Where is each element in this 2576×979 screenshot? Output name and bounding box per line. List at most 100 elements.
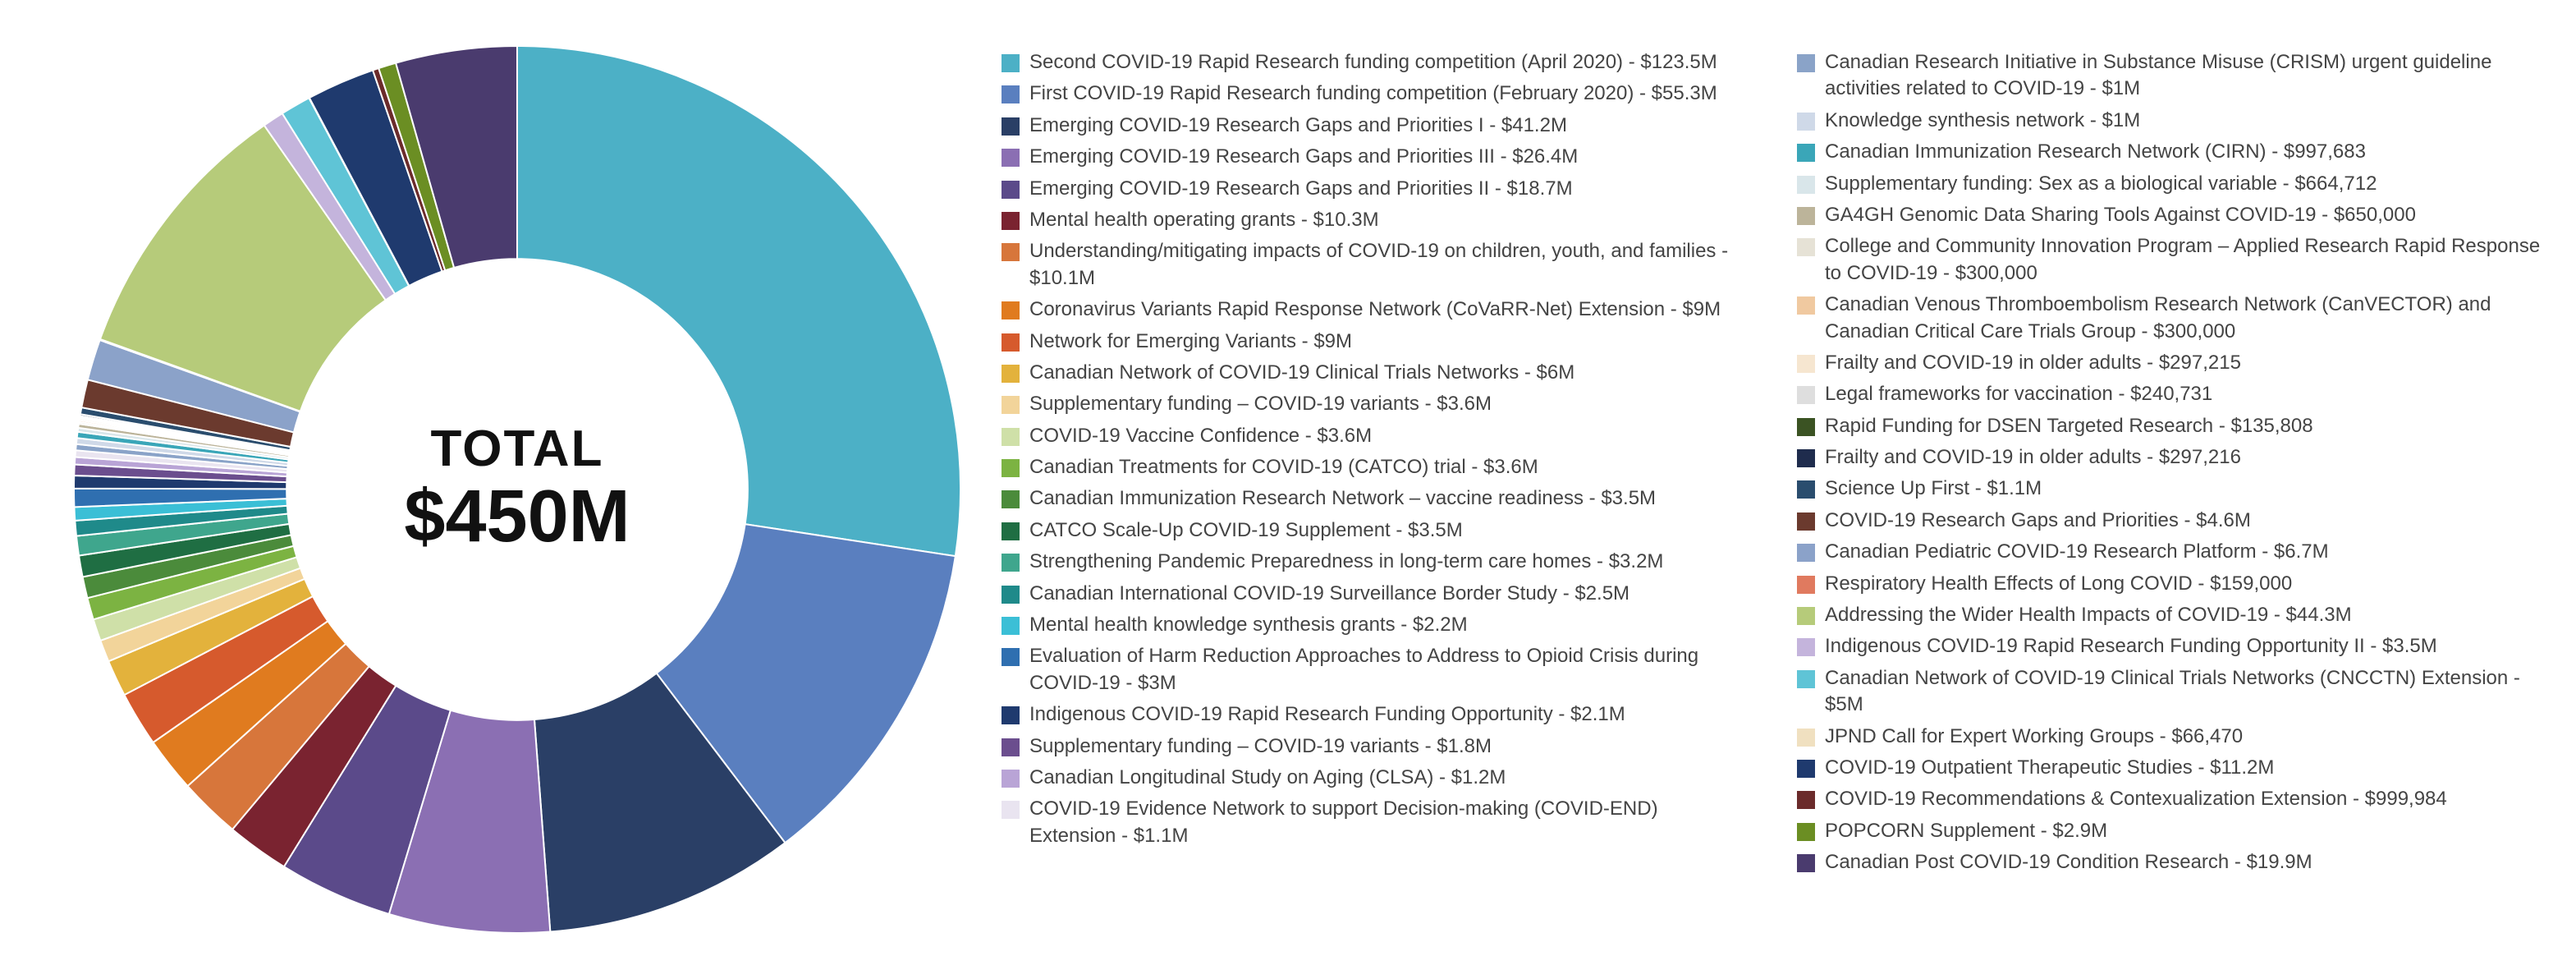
donut-column: TOTAL $450M (33, 16, 1002, 963)
legend-swatch (1797, 176, 1815, 194)
legend-label: Indigenous COVID-19 Rapid Research Fundi… (1825, 633, 2543, 660)
legend-label: Frailty and COVID-19 in older adults - $… (1825, 444, 2543, 471)
legend-swatch (1002, 365, 1020, 383)
legend-swatch (1797, 418, 1815, 436)
legend-swatch (1797, 238, 1815, 256)
legend-label: POPCORN Supplement - $2.9M (1825, 818, 2543, 844)
legend-item: Evaluation of Harm Reduction Approaches … (1002, 643, 1748, 696)
legend-label: Strengthening Pandemic Preparedness in l… (1029, 549, 1748, 575)
legend-swatch (1797, 854, 1815, 872)
legend-swatch (1797, 544, 1815, 562)
legend-label: Canadian Immunization Research Network (… (1825, 139, 2543, 165)
legend-swatch (1002, 301, 1020, 319)
legend-label: Canadian Post COVID-19 Condition Researc… (1825, 849, 2543, 876)
legend-swatch (1002, 648, 1020, 666)
legend-label: Respiratory Health Effects of Long COVID… (1825, 571, 2543, 597)
legend-item: Canadian Research Initiative in Substanc… (1797, 49, 2543, 103)
legend-label: Mental health knowledge synthesis grants… (1029, 612, 1748, 638)
legend-label: Canadian Immunization Research Network –… (1029, 485, 1748, 512)
legend-swatch (1797, 54, 1815, 72)
legend-label: Supplementary funding: Sex as a biologic… (1825, 171, 2543, 197)
legend-swatch (1002, 54, 1020, 72)
legend-item: COVID-19 Recommendations & Contexualizat… (1797, 786, 2543, 812)
legend-swatch (1002, 428, 1020, 446)
legend-swatch (1002, 459, 1020, 477)
legend-swatch (1797, 512, 1815, 531)
legend-item: Canadian Post COVID-19 Condition Researc… (1797, 849, 2543, 876)
legend-item: Strengthening Pandemic Preparedness in l… (1002, 549, 1748, 575)
center-line2: $450M (404, 475, 630, 559)
legend-label: Rapid Funding for DSEN Targeted Research… (1825, 413, 2543, 439)
legend-item: Mental health operating grants - $10.3M (1002, 207, 1748, 233)
legend-swatch (1797, 638, 1815, 656)
legend-label: Frailty and COVID-19 in older adults - $… (1825, 350, 2543, 376)
legend-item: Canadian Network of COVID-19 Clinical Tr… (1797, 665, 2543, 719)
legend-swatch (1797, 144, 1815, 162)
legend-swatch (1002, 333, 1020, 352)
legend-label: Emerging COVID-19 Research Gaps and Prio… (1029, 144, 1748, 170)
legend-item: POPCORN Supplement - $2.9M (1797, 818, 2543, 844)
legend-item: Rapid Funding for DSEN Targeted Research… (1797, 413, 2543, 439)
legend-item: Supplementary funding: Sex as a biologic… (1797, 171, 2543, 197)
legend-item: Mental health knowledge synthesis grants… (1002, 612, 1748, 638)
legend-label: COVID-19 Vaccine Confidence - $3.6M (1029, 423, 1748, 449)
legend-label: Understanding/mitigating impacts of COVI… (1029, 238, 1748, 292)
legend-label: Supplementary funding – COVID-19 variant… (1029, 733, 1748, 760)
legend-label: Evaluation of Harm Reduction Approaches … (1029, 643, 1748, 696)
legend-label: JPND Call for Expert Working Groups - $6… (1825, 724, 2543, 750)
legend-column-right: Canadian Research Initiative in Substanc… (1797, 49, 2543, 876)
legend-item: Indigenous COVID-19 Rapid Research Fundi… (1002, 701, 1748, 728)
legend-label: Canadian Treatments for COVID-19 (CATCO)… (1029, 454, 1748, 480)
legend-item: Indigenous COVID-19 Rapid Research Fundi… (1797, 633, 2543, 660)
legend-swatch (1002, 770, 1020, 788)
legend-item: Frailty and COVID-19 in older adults - $… (1797, 350, 2543, 376)
legend-swatch (1797, 576, 1815, 594)
legend-item: Understanding/mitigating impacts of COVI… (1002, 238, 1748, 292)
legend-label: Indigenous COVID-19 Rapid Research Fundi… (1029, 701, 1748, 728)
legend-swatch (1797, 729, 1815, 747)
legend-item: Canadian Longitudinal Study on Aging (CL… (1002, 765, 1748, 791)
legend-label: Canadian Network of COVID-19 Clinical Tr… (1029, 360, 1748, 386)
legend-item: COVID-19 Research Gaps and Priorities - … (1797, 508, 2543, 534)
legend-swatch (1797, 449, 1815, 467)
legend-label: Canadian Research Initiative in Substanc… (1825, 49, 2543, 103)
legend-label: CATCO Scale-Up COVID-19 Supplement - $3.… (1029, 517, 1748, 544)
legend-item: CATCO Scale-Up COVID-19 Supplement - $3.… (1002, 517, 1748, 544)
legend-container: Second COVID-19 Rapid Research funding c… (1002, 16, 2543, 876)
legend-item: Canadian Network of COVID-19 Clinical Tr… (1002, 360, 1748, 386)
legend-swatch (1002, 522, 1020, 540)
legend-item: Canadian International COVID-19 Surveill… (1002, 581, 1748, 607)
legend-item: Knowledge synthesis network - $1M (1797, 108, 2543, 134)
legend-item: Canadian Immunization Research Network (… (1797, 139, 2543, 165)
legend-swatch (1002, 243, 1020, 261)
legend-item: Canadian Treatments for COVID-19 (CATCO)… (1002, 454, 1748, 480)
legend-item: COVID-19 Vaccine Confidence - $3.6M (1002, 423, 1748, 449)
legend-label: Canadian Venous Thromboembolism Research… (1825, 292, 2543, 345)
legend-swatch (1002, 85, 1020, 103)
legend-item: College and Community Innovation Program… (1797, 233, 2543, 287)
legend-label: Emerging COVID-19 Research Gaps and Prio… (1029, 113, 1748, 139)
legend-swatch (1797, 386, 1815, 404)
legend-item: Canadian Venous Thromboembolism Research… (1797, 292, 2543, 345)
legend-item: GA4GH Genomic Data Sharing Tools Against… (1797, 202, 2543, 228)
legend-item: Respiratory Health Effects of Long COVID… (1797, 571, 2543, 597)
legend-label: Science Up First - $1.1M (1825, 476, 2543, 502)
legend-swatch (1002, 490, 1020, 508)
legend-label: Mental health operating grants - $10.3M (1029, 207, 1748, 233)
legend-item: Frailty and COVID-19 in older adults - $… (1797, 444, 2543, 471)
legend-label: COVID-19 Evidence Network to support Dec… (1029, 796, 1748, 849)
legend-swatch (1797, 296, 1815, 315)
legend-label: GA4GH Genomic Data Sharing Tools Against… (1825, 202, 2543, 228)
legend-swatch (1797, 480, 1815, 499)
legend-swatch (1797, 355, 1815, 373)
legend-item: Second COVID-19 Rapid Research funding c… (1002, 49, 1748, 76)
legend-label: Addressing the Wider Health Impacts of C… (1825, 602, 2543, 628)
legend-label: Canadian Longitudinal Study on Aging (CL… (1029, 765, 1748, 791)
legend-label: COVID-19 Research Gaps and Priorities - … (1825, 508, 2543, 534)
legend-label: Canadian Network of COVID-19 Clinical Tr… (1825, 665, 2543, 719)
legend-item: Supplementary funding – COVID-19 variant… (1002, 391, 1748, 417)
legend-item: Emerging COVID-19 Research Gaps and Prio… (1002, 113, 1748, 139)
legend-item: Emerging COVID-19 Research Gaps and Prio… (1002, 144, 1748, 170)
legend-item: COVID-19 Outpatient Therapeutic Studies … (1797, 755, 2543, 781)
legend-label: Legal frameworks for vaccination - $240,… (1825, 381, 2543, 407)
